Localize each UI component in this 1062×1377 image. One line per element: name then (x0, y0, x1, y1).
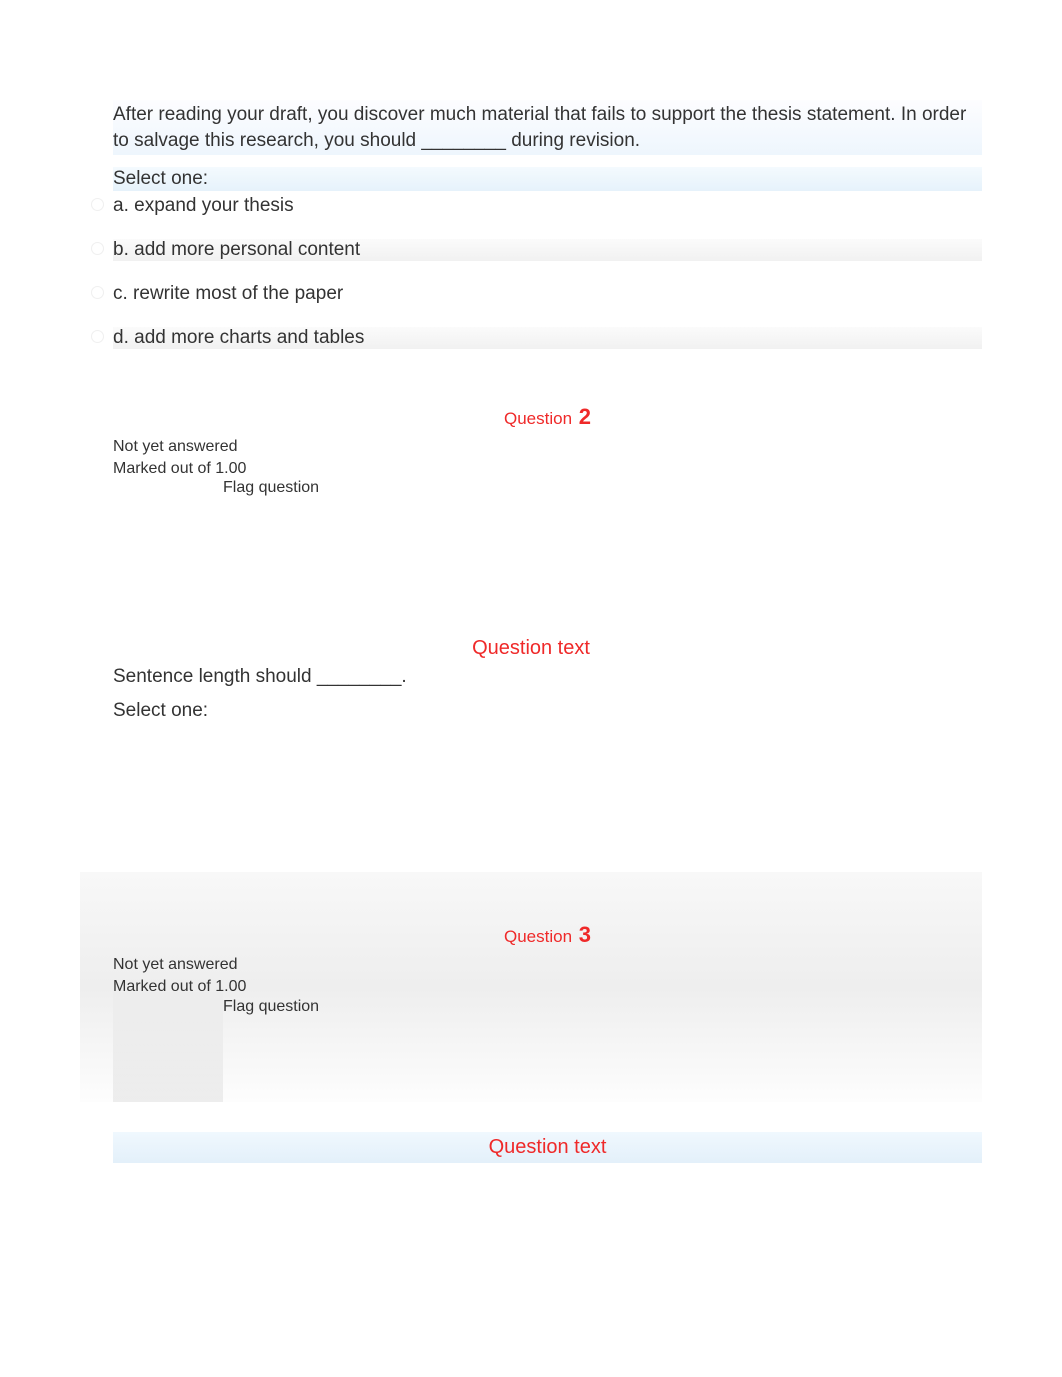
blurred-region (113, 992, 223, 1102)
question-3-marked: Marked out of 1.00 (113, 976, 982, 998)
option-c-text: c. rewrite most of the paper (113, 283, 982, 305)
question-label-prefix: Question (504, 927, 572, 946)
question-text-heading: Question text (113, 1132, 982, 1163)
select-one-label: Select one: (80, 700, 982, 722)
option-a-text: a. expand your thesis (113, 195, 982, 217)
question-1-text: After reading your draft, you discover m… (113, 100, 982, 155)
flag-question-row[interactable]: Flag question (113, 998, 982, 1016)
option-b[interactable]: b. add more personal content (113, 239, 982, 261)
option-d-text: d. add more charts and tables (113, 327, 982, 349)
flag-question-row[interactable]: Flag question (113, 479, 982, 497)
question-2-status: Not yet answered (113, 436, 982, 458)
option-b-text: b. add more personal content (113, 239, 982, 261)
question-text-heading: Question text (80, 637, 982, 660)
question-2-text: Sentence length should ________. (80, 666, 982, 688)
question-2-number: 2 (579, 404, 591, 429)
option-a[interactable]: a. expand your thesis (113, 195, 982, 217)
quiz-page: After reading your draft, you discover m… (0, 0, 1062, 1363)
question-3-status: Not yet answered (113, 954, 982, 976)
question-label-prefix: Question (504, 409, 572, 428)
flag-icon (113, 479, 223, 480)
option-c[interactable]: c. rewrite most of the paper (113, 283, 982, 305)
question-2-label: Question 2 (113, 404, 982, 430)
question-1-body: After reading your draft, you discover m… (80, 100, 982, 349)
flag-question-text: Flag question (223, 998, 319, 1016)
question-3-meta: Question 3 Not yet answered Marked out o… (80, 872, 982, 1102)
question-2-meta: Question 2 Not yet answered Marked out o… (80, 404, 982, 497)
select-one-label: Select one: (113, 167, 982, 191)
question-2-marked: Marked out of 1.00 (113, 458, 982, 480)
flag-question-text: Flag question (223, 479, 319, 497)
option-d[interactable]: d. add more charts and tables (113, 327, 982, 349)
question-3-number: 3 (579, 922, 591, 947)
question-3-label: Question 3 (113, 922, 982, 948)
